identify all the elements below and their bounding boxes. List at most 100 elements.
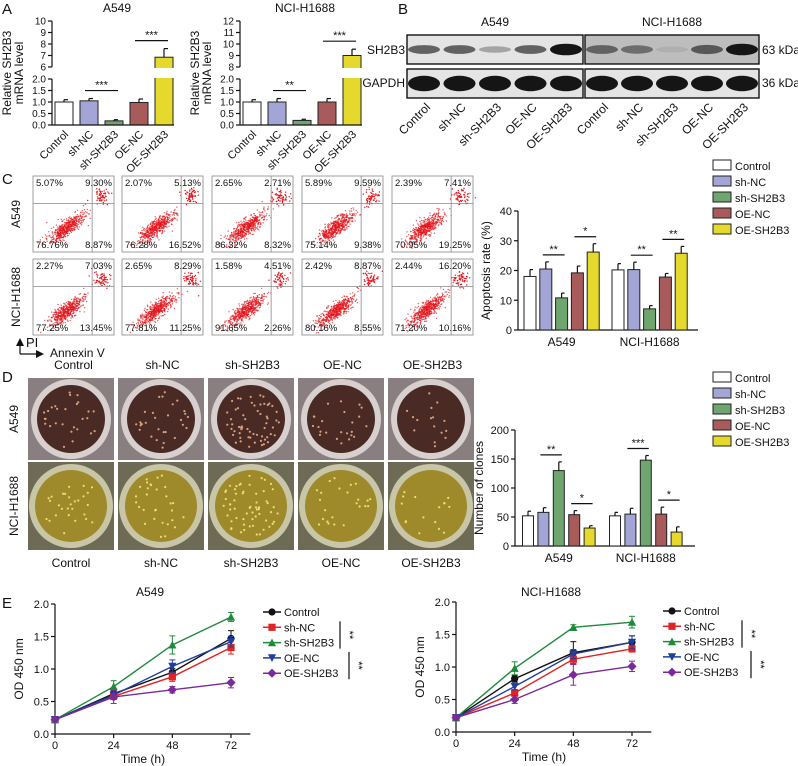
event-dot — [319, 234, 321, 236]
event-dot — [432, 226, 434, 228]
blot-lane-label: sh-NC — [435, 100, 469, 134]
event-dot — [98, 193, 101, 195]
event-dot — [82, 211, 84, 213]
event-dot — [234, 315, 236, 317]
event-dot — [136, 240, 139, 242]
event-dot — [425, 232, 427, 234]
quadrant-ll: 75.14% — [305, 240, 338, 251]
event-dot — [353, 214, 356, 216]
event-dot — [237, 234, 239, 236]
event-dot — [106, 279, 109, 281]
event-dot — [151, 223, 153, 225]
event-dot — [337, 219, 340, 221]
event-dot — [152, 309, 154, 311]
event-dot — [141, 229, 143, 232]
event-dot — [187, 282, 190, 285]
event-dot — [228, 245, 230, 248]
event-dot — [195, 279, 197, 282]
event-dot — [266, 213, 268, 215]
event-dot — [164, 310, 166, 313]
event-dot — [230, 235, 232, 237]
event-dot — [257, 225, 259, 227]
event-dot — [352, 220, 354, 223]
event-dot — [430, 221, 433, 223]
event-dot — [420, 219, 423, 222]
event-dot — [246, 311, 248, 314]
event-dot — [282, 198, 284, 200]
y-tick-label: 12 — [223, 17, 235, 28]
event-dot — [349, 219, 351, 221]
event-dot — [152, 305, 155, 307]
event-dot — [160, 229, 162, 232]
blot-band — [691, 75, 723, 92]
mrna-bar-chart-a549: A5490.00.51.01.52.0678910******Controlsh… — [0, 1, 176, 176]
event-dot — [146, 316, 148, 318]
event-dot — [72, 229, 74, 231]
event-dot — [192, 278, 194, 280]
event-dot — [233, 310, 236, 312]
event-dot — [60, 306, 62, 309]
event-dot — [255, 227, 257, 229]
event-dot — [50, 320, 52, 322]
y-tick-label: 10 — [223, 40, 235, 51]
event-dot — [50, 240, 52, 242]
event-dot — [78, 301, 81, 303]
event-dot — [163, 225, 165, 227]
event-dot — [61, 320, 63, 323]
event-dot — [65, 222, 67, 224]
quadrant-ul: 2.07% — [125, 178, 152, 189]
event-dot — [59, 314, 61, 317]
event-dot — [47, 320, 49, 322]
event-dot — [189, 278, 191, 280]
event-dot — [74, 296, 76, 299]
quadrant-ul: 2.39% — [395, 178, 422, 189]
event-dot — [251, 223, 253, 226]
event-dot — [76, 227, 79, 229]
event-dot — [169, 215, 171, 217]
event-dot — [261, 299, 263, 301]
event-dot — [456, 193, 458, 195]
event-dot — [146, 319, 148, 321]
event-dot — [459, 193, 462, 195]
event-dot — [162, 309, 164, 311]
event-dot — [285, 196, 287, 198]
event-dot — [284, 198, 287, 200]
event-dot — [260, 217, 263, 219]
event-dot — [256, 295, 259, 297]
y-axis-label: mRNA level — [12, 42, 26, 105]
event-dot — [248, 229, 250, 231]
event-dot — [158, 304, 160, 307]
event-dot — [279, 274, 281, 277]
event-dot — [417, 228, 420, 230]
event-dot — [466, 195, 469, 197]
event-dot — [282, 197, 285, 199]
event-dot — [179, 191, 181, 193]
event-dot — [136, 244, 138, 246]
blot-band — [408, 75, 440, 92]
event-dot — [171, 218, 174, 220]
event-dot — [83, 287, 85, 290]
event-dot — [252, 304, 254, 306]
event-dot — [110, 275, 112, 277]
event-dot — [151, 231, 153, 233]
event-dot — [48, 319, 50, 321]
event-dot — [229, 318, 232, 321]
event-dot — [248, 305, 251, 307]
event-dot — [244, 219, 247, 221]
event-dot — [334, 234, 337, 236]
event-dot — [328, 223, 331, 226]
event-dot — [256, 310, 259, 312]
event-dot — [235, 317, 237, 319]
event-dot — [163, 304, 165, 306]
blot-protein-label: GAPDH — [362, 76, 405, 90]
event-dot — [69, 301, 72, 304]
event-dot — [195, 278, 197, 280]
event-dot — [152, 318, 154, 320]
event-dot — [105, 199, 108, 201]
event-dot — [193, 195, 195, 197]
event-dot — [341, 228, 344, 231]
event-dot — [431, 218, 433, 220]
plot-frame — [32, 175, 115, 253]
event-dot — [136, 326, 139, 328]
event-dot — [249, 233, 251, 235]
